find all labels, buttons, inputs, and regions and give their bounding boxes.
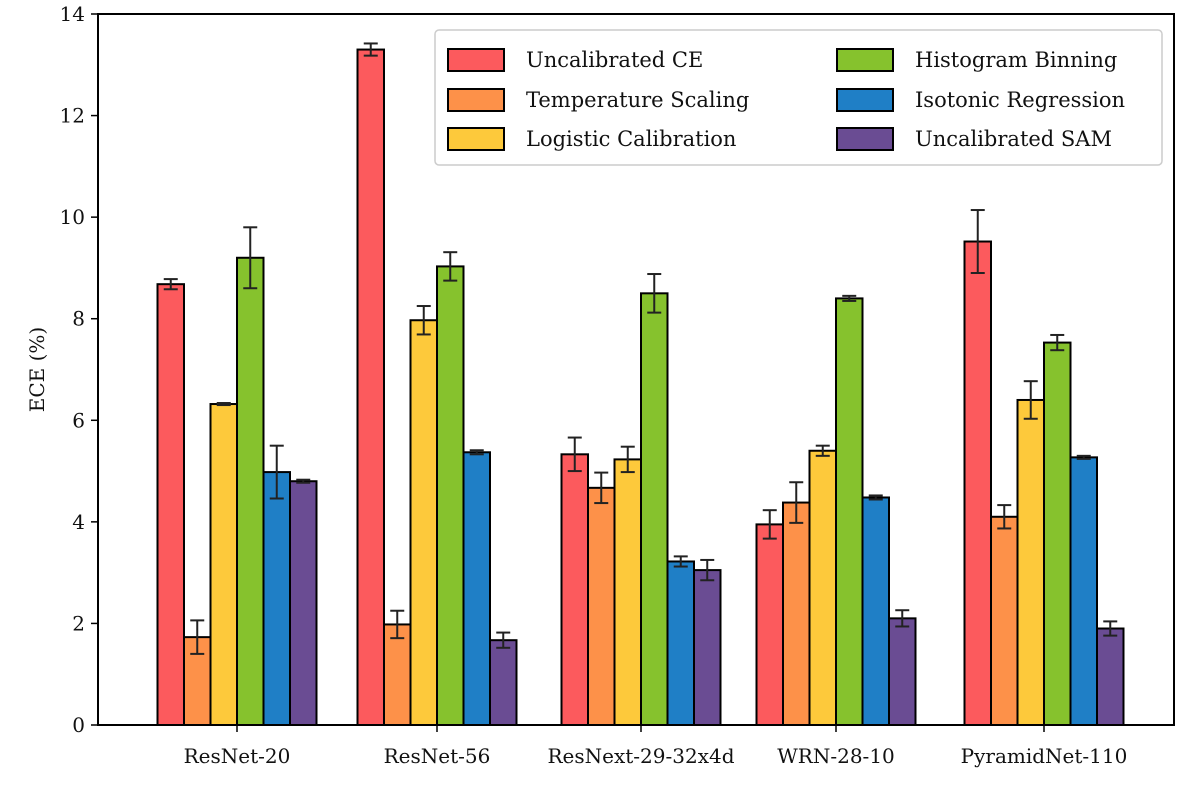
y-axis-title: ECE (%): [25, 327, 49, 412]
bar: [613, 458, 642, 726]
bar: [356, 48, 385, 727]
legend-box: [434, 29, 1163, 166]
bar: [560, 453, 589, 726]
legend-swatch: [836, 48, 894, 72]
x-tick-label: ResNext-29-32x4d: [547, 744, 734, 768]
bar: [1016, 398, 1045, 726]
bar: [1069, 456, 1098, 726]
y-tick-label: 4: [72, 510, 85, 534]
legend-label: Uncalibrated SAM: [915, 127, 1112, 151]
legend-label: Uncalibrated CE: [526, 48, 703, 72]
bar: [289, 480, 318, 726]
y-tick-label: 12: [60, 104, 85, 128]
bar: [436, 265, 465, 726]
x-tick-label: PyramidNet-110: [961, 744, 1128, 768]
bar: [808, 449, 837, 726]
legend-label: Temperature Scaling: [526, 88, 749, 112]
bar: [383, 623, 412, 726]
bar: [409, 319, 438, 726]
legend-swatch: [447, 127, 505, 151]
axes-frame: [97, 13, 1175, 726]
y-tick-label: 2: [72, 611, 85, 635]
legend-label: Isotonic Regression: [915, 88, 1125, 112]
bar: [666, 560, 695, 726]
y-axis: 0 2 4 6 8 10 12 14: [60, 2, 98, 737]
legend-swatch: [447, 88, 505, 112]
bar: [462, 451, 491, 726]
bar: [236, 256, 265, 726]
x-tick-label: ResNet-56: [384, 744, 491, 768]
y-tick-label: 10: [60, 205, 85, 229]
bar: [156, 283, 185, 726]
bar: [835, 297, 864, 726]
bar: [640, 292, 669, 726]
legend-swatch: [836, 127, 894, 151]
bars-group: [156, 42, 1125, 727]
y-tick-label: 8: [72, 307, 85, 331]
bar: [1043, 341, 1072, 726]
bar: [489, 639, 518, 727]
bar: [963, 240, 992, 727]
bar: [209, 403, 238, 726]
bar: [782, 501, 811, 726]
legend-label: Histogram Binning: [915, 48, 1117, 72]
bar: [262, 471, 291, 726]
bar: [587, 486, 616, 726]
legend-swatch: [447, 48, 505, 72]
bar: [861, 496, 890, 727]
legend: Uncalibrated CE Temperature Scaling Logist…: [434, 29, 1163, 166]
legend-label: Logistic Calibration: [526, 127, 736, 151]
bar: [888, 617, 917, 726]
y-tick-label: 0: [72, 713, 85, 737]
bar: [1096, 627, 1125, 726]
x-axis: ResNet-20 ResNet-56 ResNext-29-32x4d WRN-28…: [184, 725, 1128, 768]
legend-swatch: [836, 88, 894, 112]
bar: [990, 515, 1019, 726]
bar: [755, 523, 784, 726]
y-tick-label: 14: [60, 2, 85, 26]
bar: [693, 569, 722, 726]
x-tick-label: WRN-28-10: [777, 744, 895, 768]
y-tick-label: 6: [72, 408, 85, 432]
x-tick-label: ResNet-20: [184, 744, 291, 768]
